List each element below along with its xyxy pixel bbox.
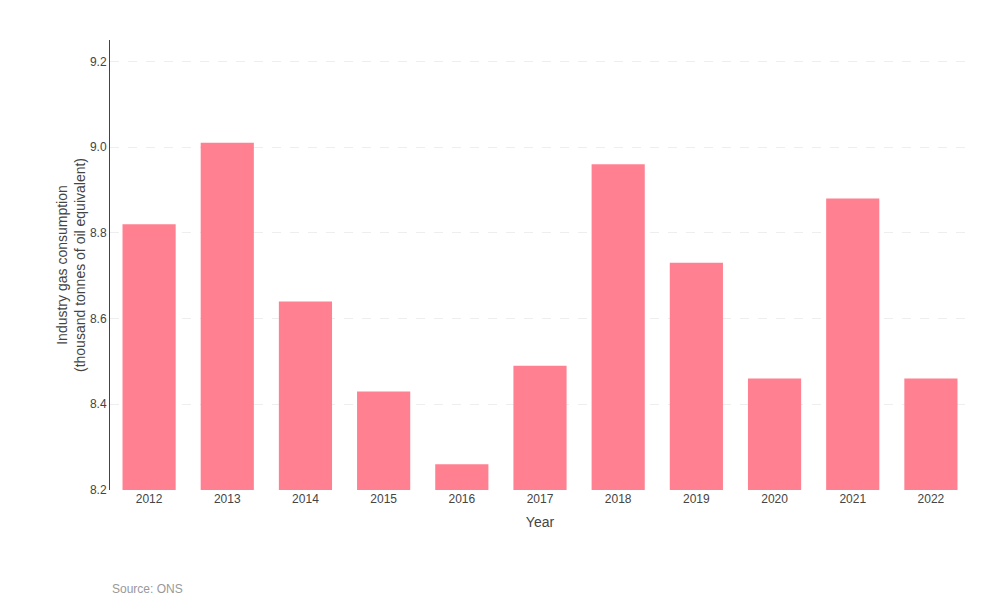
svg-text:2020: 2020 — [761, 492, 788, 506]
svg-text:8.8: 8.8 — [90, 226, 107, 240]
svg-text:Source: ONS: Source: ONS — [112, 582, 183, 596]
svg-text:8.4: 8.4 — [90, 397, 107, 411]
svg-text:2015: 2015 — [370, 492, 397, 506]
svg-text:2022: 2022 — [918, 492, 945, 506]
svg-text:2016: 2016 — [448, 492, 475, 506]
svg-text:Year: Year — [526, 514, 555, 530]
svg-text:2013: 2013 — [214, 492, 241, 506]
svg-text:2018: 2018 — [605, 492, 632, 506]
svg-text:2021: 2021 — [839, 492, 866, 506]
svg-text:2012: 2012 — [136, 492, 163, 506]
svg-text:8.6: 8.6 — [90, 312, 107, 326]
svg-text:Industry gas consumption(thous: Industry gas consumption(thousand tonnes… — [54, 158, 88, 372]
svg-text:9.0: 9.0 — [90, 140, 107, 154]
svg-text:9.2: 9.2 — [90, 55, 107, 69]
svg-text:8.2: 8.2 — [90, 483, 107, 497]
svg-text:2014: 2014 — [292, 492, 319, 506]
svg-text:2019: 2019 — [683, 492, 710, 506]
svg-text:2017: 2017 — [527, 492, 554, 506]
